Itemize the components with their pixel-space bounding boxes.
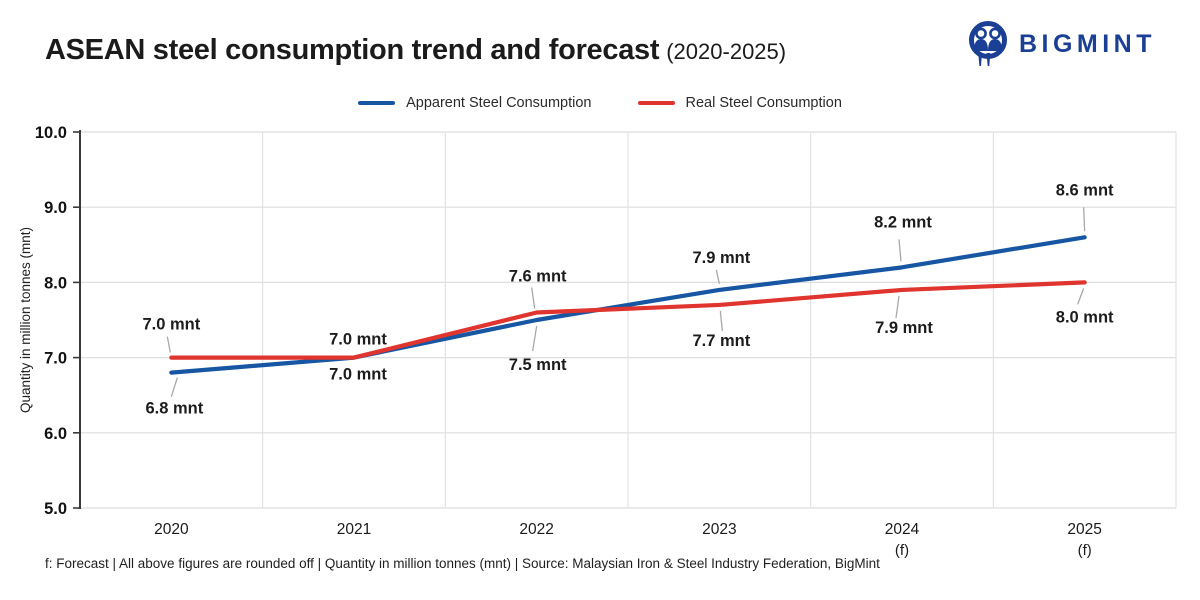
data-label: 7.0 mnt [329, 366, 387, 384]
x-tick-forecast-flag: (f) [895, 542, 909, 559]
label-leader-line [166, 336, 171, 353]
label-leader-line [719, 310, 723, 332]
data-label: 7.9 mnt [692, 249, 750, 267]
data-label: 7.7 mnt [692, 332, 750, 350]
label-leader-line [170, 377, 178, 397]
series-line-apparent [169, 235, 1087, 375]
x-tick-label: 2021 [337, 521, 371, 538]
x-tick-label: 2024 [885, 521, 920, 538]
x-tick-label: 2025 [1067, 521, 1101, 538]
legend-item-apparent: Apparent Steel Consumption [358, 95, 592, 111]
page-title: ASEAN steel consumption trend and foreca… [45, 34, 786, 67]
data-label: 7.5 mnt [509, 356, 567, 374]
data-label: 7.9 mnt [875, 319, 933, 337]
x-tick-forecast-flag: (f) [1078, 542, 1092, 559]
data-label: 6.8 mnt [145, 400, 203, 418]
label-leader-line [898, 239, 902, 262]
label-leader-line [715, 269, 720, 285]
x-tick-label: 2023 [702, 521, 736, 538]
y-tick-label: 6.0 [44, 425, 67, 443]
y-tick-label: 10.0 [35, 124, 67, 142]
y-axis-title: Quantity in million tonnes (mnt) [18, 227, 33, 413]
x-tick-label: 2020 [154, 521, 189, 538]
chart-title-range: (2020-2025) [666, 39, 787, 64]
data-label: 8.0 mnt [1056, 308, 1114, 326]
data-label: 7.6 mnt [509, 267, 567, 285]
y-tick-label: 7.0 [44, 350, 67, 368]
chart-title-text: ASEAN steel consumption trend and foreca… [45, 34, 660, 66]
label-leader-line [895, 295, 900, 319]
y-tick-label: 8.0 [44, 274, 67, 292]
label-leader-line [532, 325, 538, 352]
legend-label-apparent: Apparent Steel Consumption [406, 95, 592, 111]
label-leader-line [531, 287, 536, 309]
legend-label-real: Real Steel Consumption [685, 95, 842, 111]
data-label: 7.0 mnt [142, 316, 200, 334]
legend-swatch-real [637, 101, 675, 105]
x-tick-label: 2022 [519, 521, 553, 538]
bigmint-logo-text: BIGMINT [1018, 29, 1156, 58]
source-note: f: Forecast | All above figures are roun… [45, 556, 880, 571]
legend-swatch-apparent [358, 101, 396, 105]
y-tick-label: 5.0 [44, 500, 67, 518]
data-label: 8.6 mnt [1056, 181, 1114, 199]
series-line-real [169, 280, 1087, 360]
data-label: 8.2 mnt [874, 213, 932, 231]
bigmint-logo: BIGMINT [966, 20, 1156, 68]
y-tick-label: 9.0 [44, 199, 67, 217]
chart-legend: Apparent Steel Consumption Real Steel Co… [0, 95, 1200, 111]
consumption-line-chart: 5.0 6.0 7.0 8.0 9.0 10.0 Quantity in million t… [18, 124, 1177, 559]
legend-item-real: Real Steel Consumption [637, 95, 842, 111]
data-label: 7.0 mnt [329, 331, 387, 349]
bigmint-logo-icon [968, 21, 1007, 66]
label-leader-line [1077, 288, 1085, 305]
label-leader-line [1083, 207, 1086, 232]
